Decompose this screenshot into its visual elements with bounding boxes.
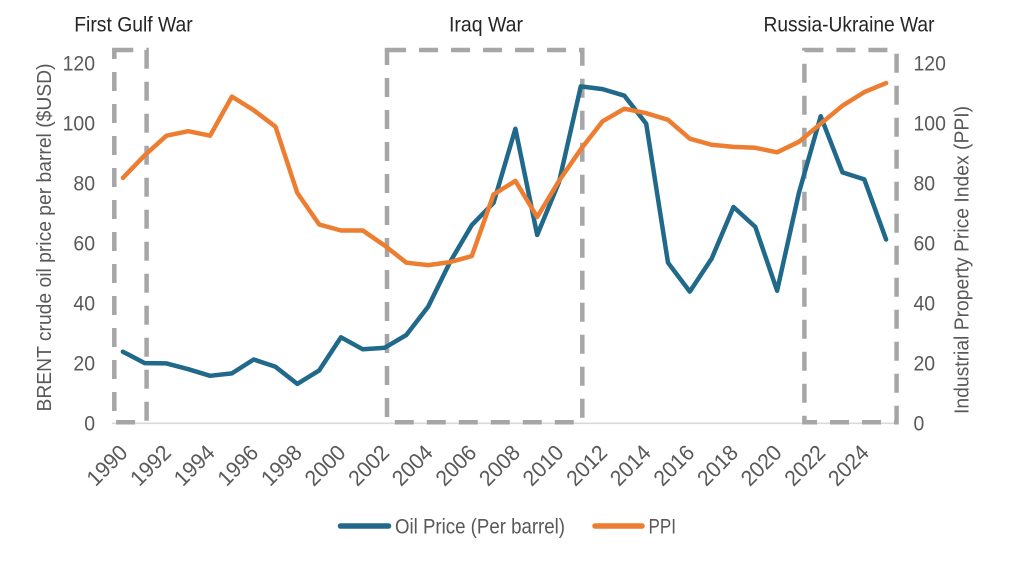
svg-text:20: 20 (914, 352, 936, 375)
svg-text:Oil Price (Per barrel): Oil Price (Per barrel) (395, 516, 565, 539)
svg-text:0: 0 (914, 412, 925, 435)
svg-text:20: 20 (73, 352, 95, 375)
svg-text:80: 80 (73, 172, 95, 195)
svg-text:60: 60 (73, 232, 95, 255)
svg-text:120: 120 (63, 52, 95, 75)
svg-text:40: 40 (73, 292, 95, 315)
svg-text:100: 100 (914, 112, 946, 135)
svg-text:Industrial Property Price Inde: Industrial Property Price Index (PPI) (952, 106, 974, 414)
svg-text:60: 60 (914, 232, 936, 255)
svg-text:80: 80 (914, 172, 936, 195)
svg-text:PPI: PPI (649, 516, 677, 539)
svg-text:First Gulf War: First Gulf War (74, 14, 193, 37)
svg-text:40: 40 (914, 292, 936, 315)
svg-text:100: 100 (63, 112, 95, 135)
svg-text:BRENT crude oil price per barr: BRENT crude oil price per barrel ($USD) (34, 64, 56, 412)
svg-text:Russia-Ukraine War: Russia-Ukraine War (764, 14, 935, 37)
svg-text:Iraq War: Iraq War (449, 14, 523, 37)
svg-text:0: 0 (84, 412, 95, 435)
svg-text:120: 120 (914, 52, 946, 75)
